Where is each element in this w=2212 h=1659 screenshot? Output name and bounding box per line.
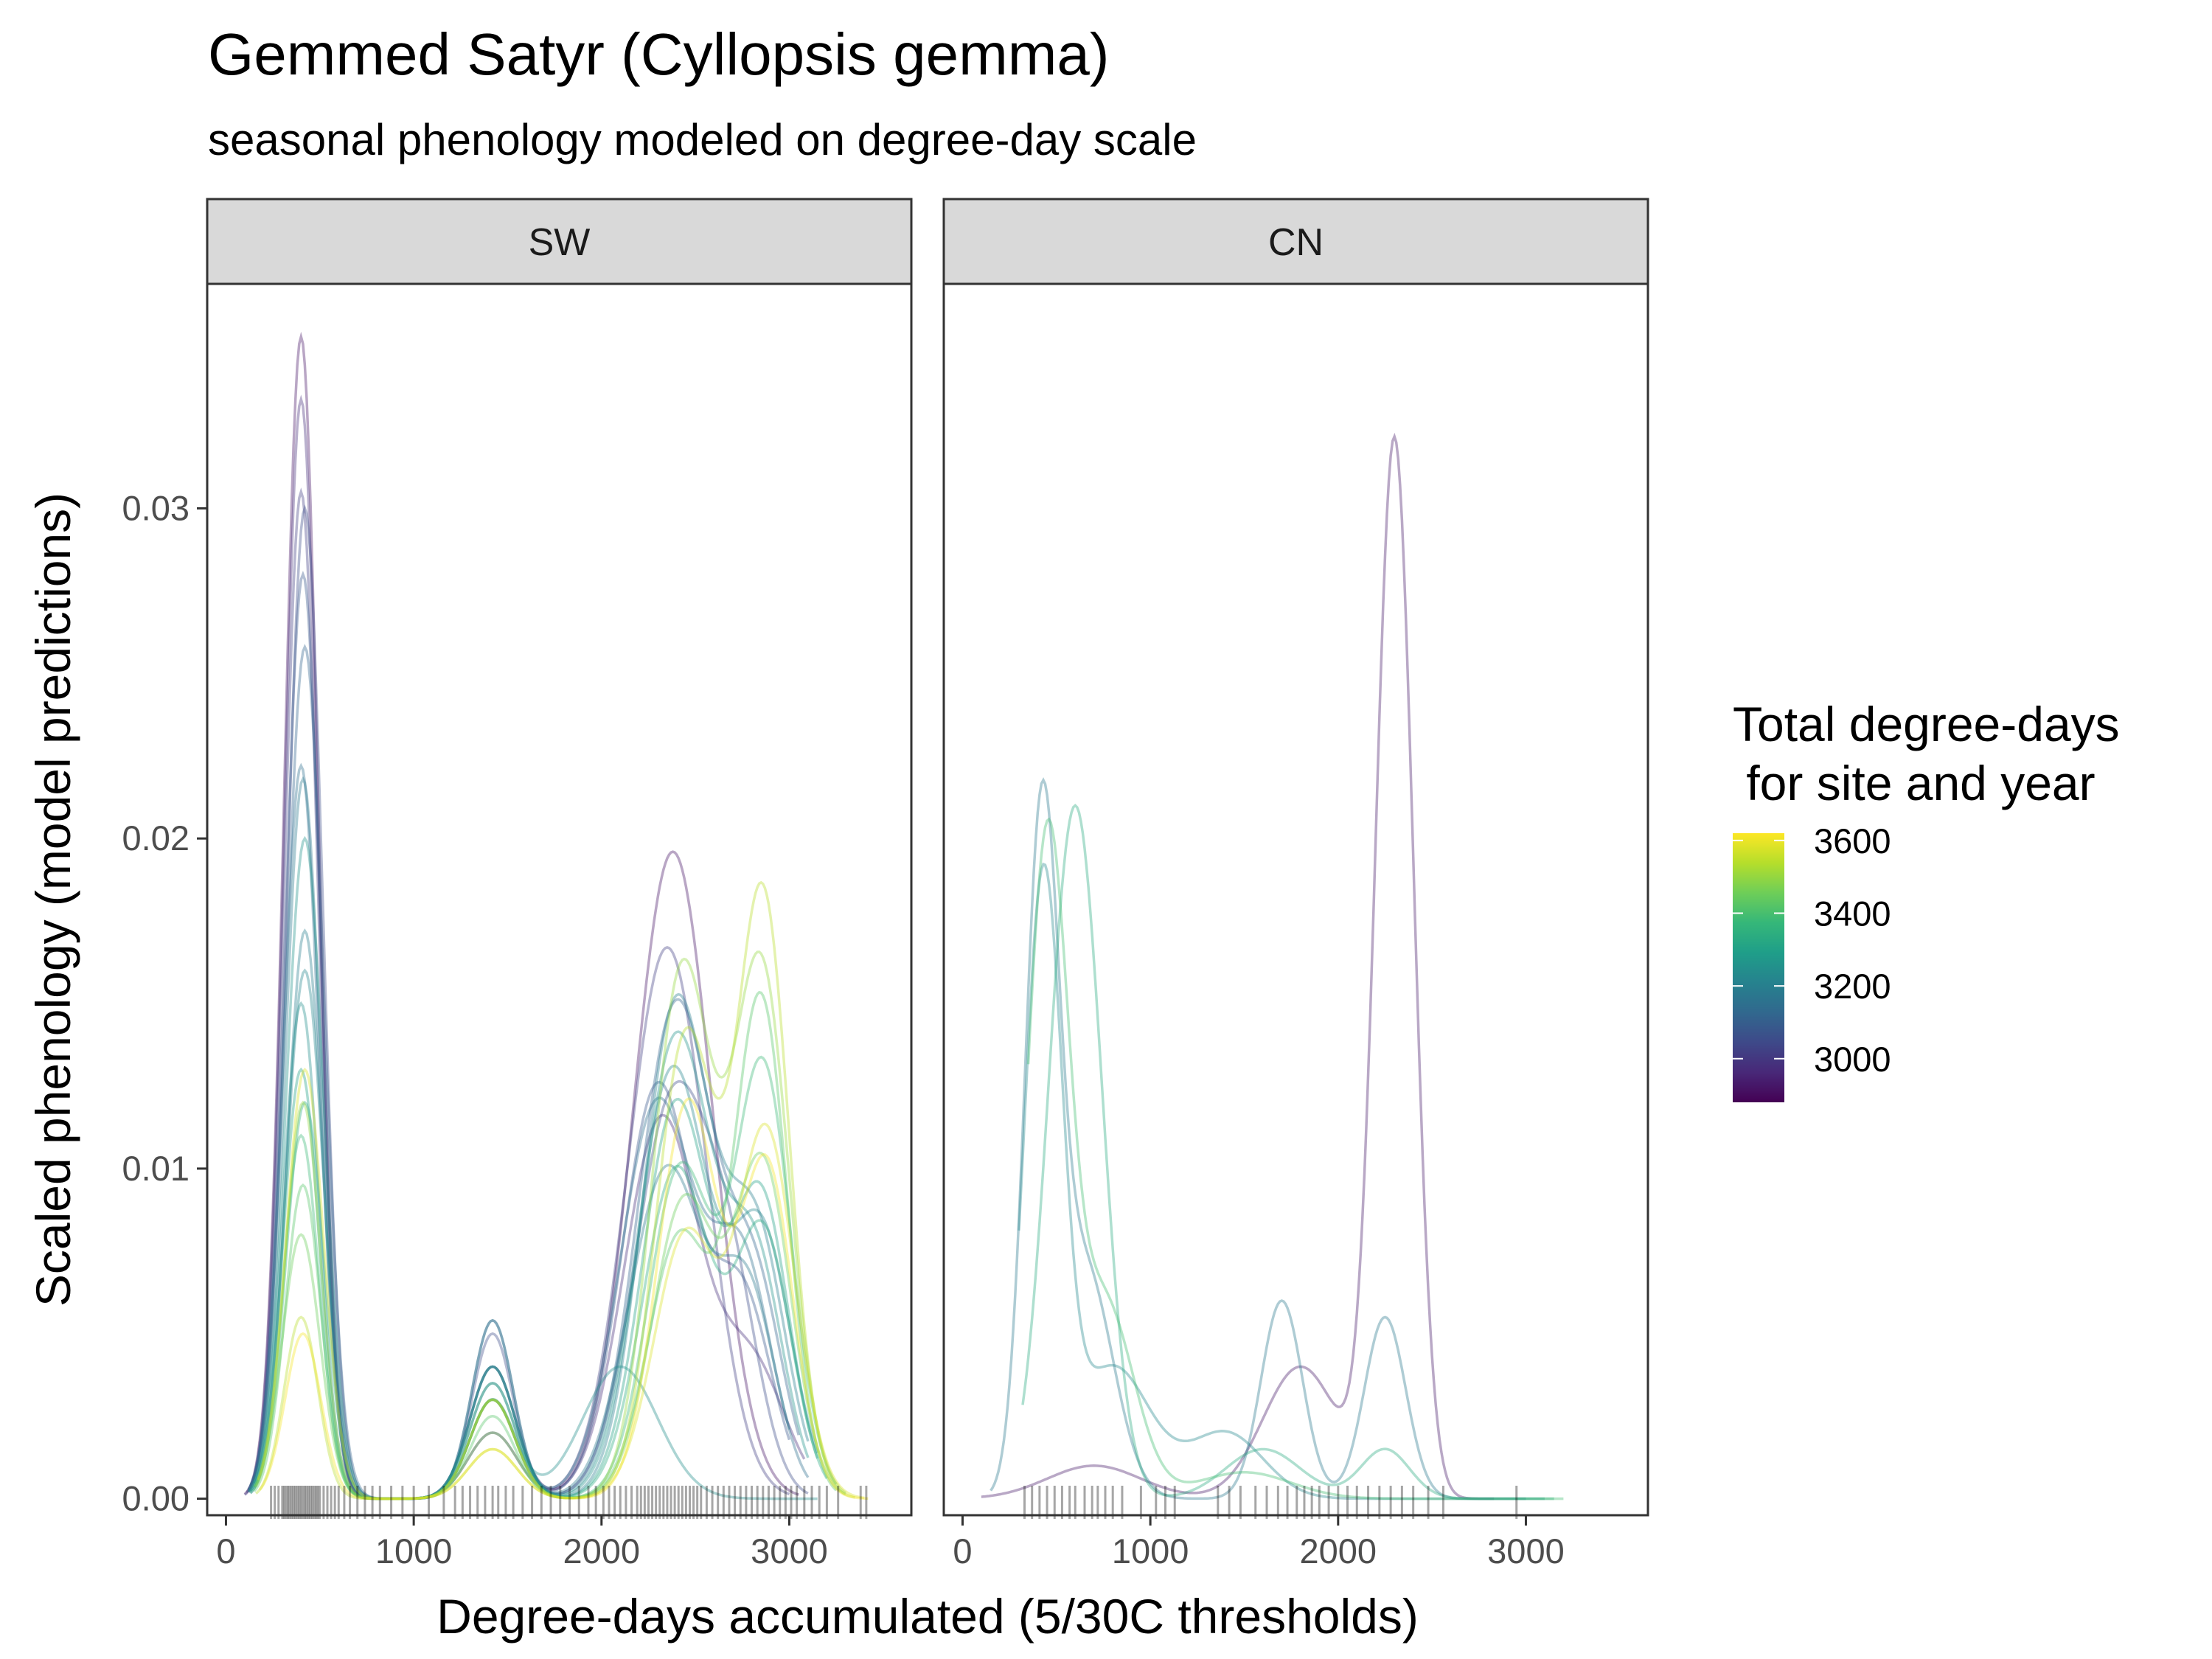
colorbar [1733,833,1784,1102]
phenology-curve [247,835,810,1500]
phenology-curve [249,1100,828,1500]
phenology-curves [981,432,1564,1500]
phenology-curves [243,331,869,1500]
phenology-curve [253,1151,846,1500]
phenology-curve [253,1001,818,1500]
colorbar-tick-label: 3000 [1814,1040,1891,1079]
y-tick-label: 0.03 [122,488,189,527]
x-axis-title: Degree-days accumulated (5/30C threshold… [437,1589,1419,1644]
phenology-curve [247,570,791,1500]
phenology-curve [255,880,855,1500]
phenology-curve [249,928,810,1500]
facet-cn: CN [942,198,1649,1519]
x-tick-label: 1000 [375,1531,453,1571]
legend-title-line1: Total degree-days [1733,697,2120,751]
panel-background [207,284,911,1515]
y-tick-label: 0.01 [122,1149,189,1188]
colorbar-tick-label: 3200 [1814,967,1891,1006]
colorbar-tick-label: 3400 [1814,894,1891,933]
rug-marks [270,1486,868,1519]
x-tick-label: 3000 [751,1531,828,1571]
phenology-curve [981,432,1495,1500]
phenology-curve [249,1067,819,1500]
phenology-curve [257,1067,865,1500]
phenology-curve [1026,817,1564,1500]
panel-background [944,284,1648,1515]
colorbar-tick-label: 3600 [1814,821,1891,860]
phenology-curve [246,394,806,1500]
phenology-curve [1018,862,1545,1500]
phenology-curve [248,644,800,1500]
phenology-curve [247,776,791,1500]
y-tick-label: 0.02 [122,818,189,858]
x-tick-label: 0 [953,1531,972,1571]
legend-title-line2: for site and year [1733,756,2096,810]
phenology-curve [254,950,846,1500]
chart-title: Gemmed Satyr (Cyllopsis gemma) [208,21,1110,87]
phenology-curve [247,762,810,1500]
panel-border [206,282,913,1517]
y-tick-label: 0.00 [122,1479,189,1518]
x-tick-label: 0 [216,1531,235,1571]
phenology-curve [253,990,838,1500]
rug-marks [1023,1486,1518,1519]
x-tick-label: 1000 [1112,1531,1189,1571]
x-tick-label: 2000 [1300,1531,1377,1571]
y-axis-title: Scaled phenology (model predictions) [26,493,80,1307]
x-tick-label: 2000 [563,1531,641,1571]
phenology-curve [247,504,809,1500]
phenology-curve [249,968,819,1500]
x-tick-label: 3000 [1487,1531,1565,1571]
phenology-curve [243,331,799,1500]
facet-strip-label: SW [529,221,591,264]
facet-strip-label: CN [1268,221,1324,264]
panel-border [942,282,1649,1517]
phenology-curve [243,487,790,1500]
phenology-curve [253,1055,838,1500]
chart-subtitle: seasonal phenology modeled on degree-day… [208,115,1197,164]
phenology-curve [990,777,1526,1500]
phenology-curve [1021,803,1554,1500]
facet-sw: SW [206,198,913,1519]
phenology-curve [258,1097,869,1500]
